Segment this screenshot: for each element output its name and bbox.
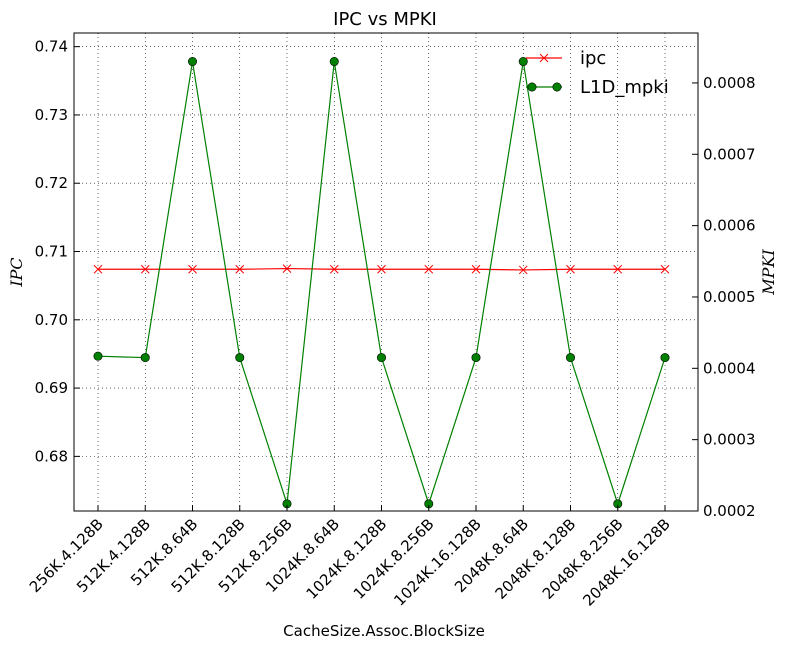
- right-tick-label: 0.0003: [703, 431, 756, 449]
- legend-marker-L1D_mpki: [527, 82, 537, 92]
- right-tick-label: 0.0006: [703, 217, 756, 235]
- y-axis-label-left: IPC: [7, 257, 26, 287]
- legend-marker-ipc: [539, 53, 549, 63]
- series-point-ipc: [424, 264, 434, 274]
- series-point-ipc: [660, 264, 670, 274]
- x-axis-label: CacheSize.Assoc.BlockSize: [283, 622, 485, 640]
- series-point-ipc: [377, 264, 386, 274]
- series-point-ipc: [93, 264, 103, 274]
- right-tick-label: 0.0002: [703, 502, 756, 520]
- left-tick-label: 0.71: [35, 243, 68, 261]
- left-tick-label: 0.73: [35, 106, 68, 124]
- series-point-ipc: [235, 264, 245, 274]
- grid-lines: [74, 33, 698, 511]
- x-axis: 256K.4.128B512K.4.128B512K.8.64B512K.8.1…: [26, 505, 674, 610]
- legend-label-ipc: ipc: [580, 48, 606, 69]
- x-tick-label: 1024K.8.256B: [350, 515, 438, 603]
- series-point-L1D_mpki: [660, 353, 670, 363]
- plot-frame: [73, 32, 699, 512]
- series-point-ipc: [329, 264, 339, 274]
- x-tick-label: 2048K.8.128B: [492, 515, 580, 603]
- series-point-L1D_mpki: [518, 57, 528, 67]
- series-point-L1D_mpki: [140, 353, 150, 363]
- legend-marker-L1D_mpki: [552, 82, 562, 92]
- series-point-L1D_mpki: [565, 353, 575, 363]
- series-point-L1D_mpki: [93, 351, 103, 361]
- legend-label-L1D_mpki: L1D_mpki: [580, 77, 669, 98]
- x-tick-label: 1024K.16.128B: [390, 515, 484, 609]
- right-tick-label: 0.0007: [703, 145, 756, 163]
- series-point-L1D_mpki: [188, 57, 198, 67]
- series-point-ipc: [613, 264, 623, 274]
- series-point-L1D_mpki: [235, 353, 245, 363]
- series-point-ipc: [471, 264, 481, 274]
- left-tick-label: 0.68: [35, 447, 68, 465]
- chart-title: IPC vs MPKI: [333, 9, 437, 30]
- x-tick-label: 2048K.16.128B: [579, 515, 673, 609]
- legend: ipc L1D_mpki: [526, 48, 669, 98]
- right-axis: 0.0002 0.0003 0.0004 0.0005 0.0006 0.0007 0.00…: [692, 74, 756, 520]
- series-point-ipc: [188, 264, 197, 274]
- left-tick-label: 0.74: [35, 38, 68, 56]
- series-point-ipc: [140, 264, 150, 274]
- x-tick-label: 1024K.8.128B: [303, 515, 391, 603]
- x-tick-label: 2048K.8.256B: [539, 515, 627, 603]
- series-point-L1D_mpki: [376, 353, 386, 363]
- series-point-ipc: [566, 264, 575, 274]
- right-tick-label: 0.0008: [703, 74, 756, 92]
- left-tick-label: 0.70: [35, 311, 68, 329]
- series-layer: [93, 57, 670, 509]
- left-tick-label: 0.72: [35, 174, 68, 192]
- series-point-ipc: [518, 265, 528, 275]
- left-axis: 0.68 0.69 0.70 0.71 0.72 0.73 0.74: [35, 38, 80, 465]
- series-point-L1D_mpki: [471, 353, 481, 363]
- series-point-ipc: [282, 264, 292, 273]
- series-point-L1D_mpki: [329, 57, 339, 67]
- y-axis-label-right: MPKI: [759, 249, 778, 296]
- right-tick-label: 0.0004: [703, 359, 756, 377]
- left-tick-label: 0.69: [35, 379, 68, 397]
- right-tick-label: 0.0005: [703, 288, 756, 306]
